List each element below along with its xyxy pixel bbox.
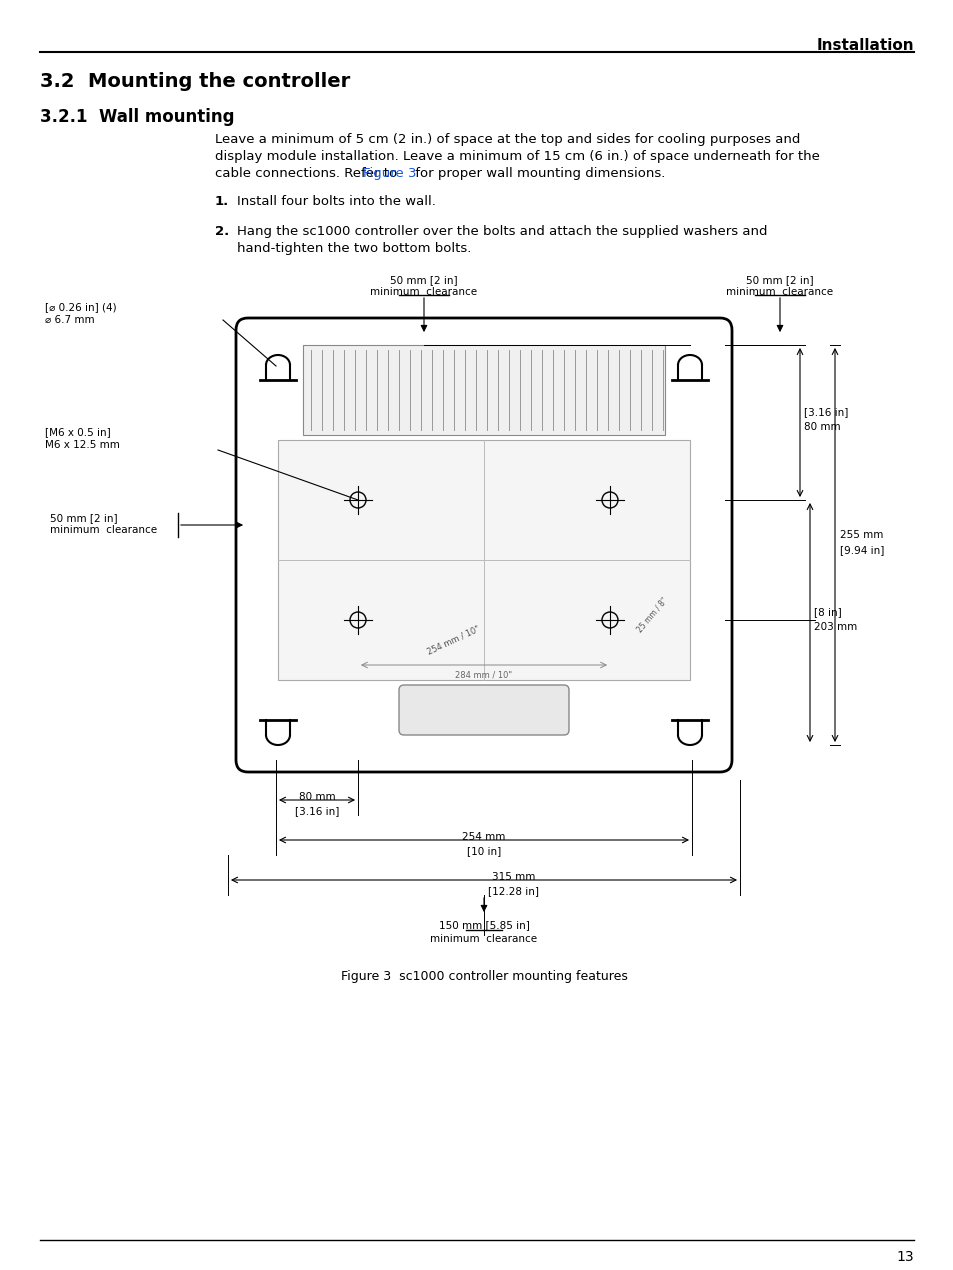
Text: [9.94 in]: [9.94 in] [840,545,883,555]
Text: 1.: 1. [214,196,229,208]
Text: hand-tighten the two bottom bolts.: hand-tighten the two bottom bolts. [236,243,471,255]
Text: [M6 x 0.5 in]: [M6 x 0.5 in] [45,427,111,437]
FancyBboxPatch shape [235,318,731,772]
Text: Hang the sc1000 controller over the bolts and attach the supplied washers and: Hang the sc1000 controller over the bolt… [236,225,767,237]
Text: 255 mm: 255 mm [840,530,882,540]
Text: [8 in]: [8 in] [813,607,841,617]
Text: minimum  clearance: minimum clearance [725,287,833,297]
Text: [10 in]: [10 in] [466,846,500,856]
Text: 203 mm: 203 mm [813,622,857,632]
Text: for proper wall mounting dimensions.: for proper wall mounting dimensions. [411,166,664,180]
Text: minimum  clearance: minimum clearance [50,525,157,535]
Text: 150 mm [5.85 in]: 150 mm [5.85 in] [438,919,529,930]
Text: [⌀ 0.26 in] (4): [⌀ 0.26 in] (4) [45,302,116,312]
Text: [12.28 in]: [12.28 in] [488,886,539,897]
Text: 284 mm / 10": 284 mm / 10" [455,671,512,679]
Text: cable connections. Refer to: cable connections. Refer to [214,166,401,180]
Text: 315 mm: 315 mm [492,872,536,881]
Text: Figure 3  sc1000 controller mounting features: Figure 3 sc1000 controller mounting feat… [340,970,627,983]
Text: 50 mm [2 in]: 50 mm [2 in] [50,513,117,523]
Text: 25 mm / 8": 25 mm / 8" [635,596,668,634]
Bar [303,345,664,436]
Text: [3.16 in]: [3.16 in] [803,408,847,418]
Text: minimum  clearance: minimum clearance [430,933,537,944]
FancyBboxPatch shape [398,685,568,735]
Text: 50 mm [2 in]: 50 mm [2 in] [745,276,813,284]
Text: 80 mm: 80 mm [298,792,335,801]
Text: display module installation. Leave a minimum of 15 cm (6 in.) of space underneat: display module installation. Leave a min… [214,150,819,163]
Text: ⌀ 6.7 mm: ⌀ 6.7 mm [45,315,94,325]
Text: Installation: Installation [816,38,913,53]
Text: 50 mm [2 in]: 50 mm [2 in] [390,276,457,284]
Text: minimum  clearance: minimum clearance [370,287,477,297]
Text: [3.16 in]: [3.16 in] [294,806,339,817]
Text: 3.2.1  Wall mounting: 3.2.1 Wall mounting [40,108,234,126]
Text: Leave a minimum of 5 cm (2 in.) of space at the top and sides for cooling purpos: Leave a minimum of 5 cm (2 in.) of space… [214,133,800,146]
Bar [277,439,689,679]
Text: 254 mm / 10": 254 mm / 10" [426,624,481,657]
Text: 13: 13 [896,1250,913,1264]
Text: 2.: 2. [214,225,229,237]
Text: Install four bolts into the wall.: Install four bolts into the wall. [236,196,436,208]
Text: 3.2  Mounting the controller: 3.2 Mounting the controller [40,72,350,91]
Text: 80 mm: 80 mm [803,423,840,433]
Text: Figure 3: Figure 3 [363,166,416,180]
Text: M6 x 12.5 mm: M6 x 12.5 mm [45,439,120,450]
Text: 254 mm: 254 mm [462,832,505,842]
